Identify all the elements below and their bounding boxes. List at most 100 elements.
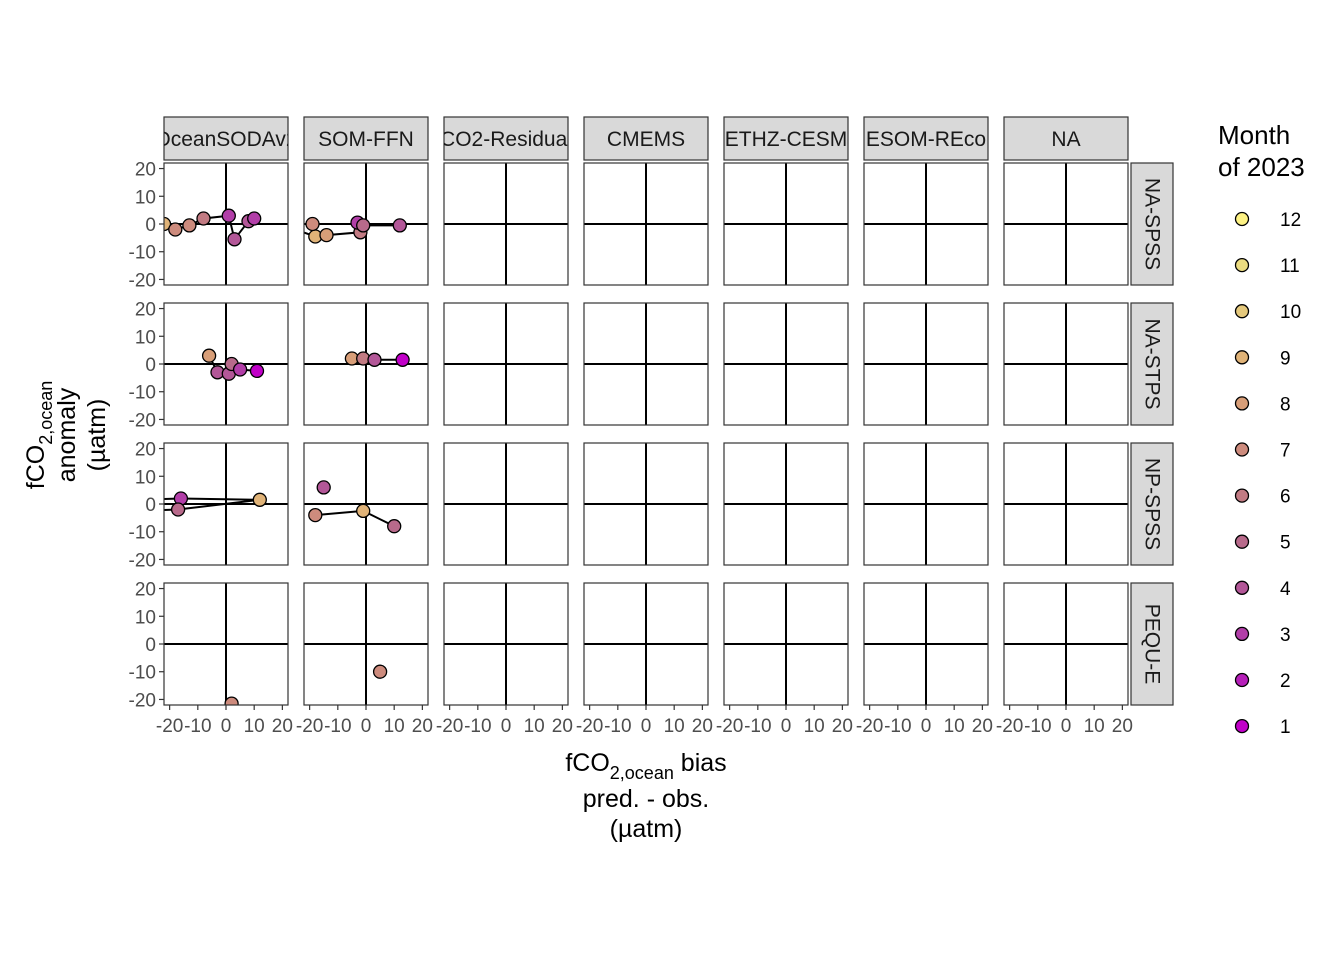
strip-background bbox=[163, 116, 289, 161]
y-tick-label: -10 bbox=[129, 383, 156, 404]
data-point-month-6 bbox=[196, 211, 211, 226]
panel-na-spss-esom-reco bbox=[863, 162, 989, 286]
panel-np-spss-oceansodav2 bbox=[163, 442, 289, 566]
column-strip-label: OceanSODAv2 bbox=[154, 128, 297, 151]
y-tick-label: 20 bbox=[135, 580, 156, 601]
legend-item-month-7: 7 bbox=[1234, 441, 1291, 462]
x-tick-label: 10 bbox=[944, 716, 965, 737]
column-strip-label: SOM-FFN bbox=[318, 128, 414, 151]
panel-na-stps-na bbox=[1003, 302, 1129, 426]
panel-plot-area bbox=[584, 303, 708, 425]
panel-na-stps-co2-residual bbox=[443, 302, 569, 426]
strip-background bbox=[1130, 442, 1174, 566]
panel-pequ-e-som-ffn bbox=[303, 582, 429, 706]
legend-item-month-8: 8 bbox=[1234, 394, 1291, 415]
x-tick-label: -20 bbox=[296, 716, 323, 737]
x-tick-label: -20 bbox=[856, 716, 883, 737]
y-tick-label: 10 bbox=[135, 467, 156, 488]
x-tick-label: -10 bbox=[464, 716, 491, 737]
panel-plot-area bbox=[724, 163, 848, 285]
row-strip-label: NA-STPS bbox=[1141, 318, 1164, 409]
x-tick-label: -10 bbox=[184, 716, 211, 737]
row-strip-na-stps: NA-STPS bbox=[1130, 302, 1174, 426]
x-tick-label: -20 bbox=[436, 716, 463, 737]
x-axis-title: fCO2,ocean bias bbox=[565, 749, 726, 783]
legend-label: 12 bbox=[1280, 210, 1301, 231]
legend-item-month-6: 6 bbox=[1234, 487, 1291, 508]
panel-border bbox=[723, 302, 849, 426]
x-tick-label: -20 bbox=[156, 716, 183, 737]
panel-na-spss-co2-residual bbox=[443, 162, 569, 286]
panel-border bbox=[723, 442, 849, 566]
data-point-month-7 bbox=[305, 216, 320, 232]
panel-border bbox=[863, 162, 989, 286]
legend-label: 10 bbox=[1280, 302, 1301, 323]
panel-na-spss-oceansodav2 bbox=[163, 162, 289, 286]
legend-key bbox=[1234, 257, 1250, 273]
legend-key bbox=[1234, 718, 1250, 734]
panel-border bbox=[443, 442, 569, 566]
legend-key bbox=[1234, 580, 1250, 595]
data-point-month-7 bbox=[372, 664, 388, 679]
panel-border bbox=[443, 162, 569, 286]
x-tick-label: -10 bbox=[744, 716, 771, 737]
x-tick-label: 20 bbox=[272, 716, 293, 737]
panel-border bbox=[1003, 442, 1129, 566]
x-tick-label: 0 bbox=[221, 716, 232, 737]
legend-label: 11 bbox=[1280, 256, 1300, 277]
panel-na-stps-ethz-cesm bbox=[723, 302, 849, 426]
panel-plot-area bbox=[1004, 303, 1128, 425]
panel-border bbox=[583, 302, 709, 426]
column-strip-label: CO2-Residual bbox=[440, 128, 572, 151]
data-point-month-4 bbox=[227, 232, 242, 247]
strip-background bbox=[303, 116, 429, 161]
row-strip-pequ-e: PEQU-E bbox=[1130, 582, 1174, 706]
y-tick-label: -10 bbox=[129, 523, 156, 544]
column-strip-label: ETHZ-CESM bbox=[725, 128, 848, 151]
x-tick-label: 0 bbox=[501, 716, 512, 737]
y-axis-title-line3: (µatm) bbox=[83, 399, 111, 472]
legend-key bbox=[1234, 626, 1250, 642]
panel-na-spss-som-ffn bbox=[303, 162, 429, 286]
x-axis-title-main: fCO bbox=[565, 749, 609, 777]
legend-key bbox=[1234, 396, 1250, 411]
y-tick-label: 20 bbox=[135, 300, 156, 321]
panel-border bbox=[583, 162, 709, 286]
legend-item-month-3: 3 bbox=[1234, 625, 1291, 646]
y-tick-label: -20 bbox=[129, 550, 156, 571]
x-tick-label: -10 bbox=[604, 716, 631, 737]
panel-plot-area bbox=[864, 583, 988, 705]
column-strip-esom-reco: ESOM-REco bbox=[863, 116, 989, 161]
column-strip-oceansodav2: OceanSODAv2 bbox=[154, 116, 297, 161]
x-tick-label: -20 bbox=[716, 716, 743, 737]
x-tick-label: -20 bbox=[996, 716, 1023, 737]
panel-border bbox=[863, 442, 989, 566]
x-axis-title-line2: pred. - obs. bbox=[583, 785, 709, 813]
column-strip-ethz-cesm: ETHZ-CESM bbox=[723, 116, 849, 161]
panel-border bbox=[303, 442, 429, 566]
panel-np-spss-som-ffn bbox=[303, 442, 429, 566]
y-tick-label: 0 bbox=[145, 635, 156, 656]
panel-pequ-e-cmems bbox=[583, 582, 709, 706]
panel-border bbox=[303, 162, 429, 286]
y-tick-label: 0 bbox=[145, 355, 156, 376]
data-point-month-5 bbox=[387, 519, 402, 534]
y-tick-label: 0 bbox=[145, 495, 156, 516]
row-strip-label: PEQU-E bbox=[1141, 604, 1164, 685]
panel-plot-area bbox=[444, 583, 568, 705]
x-axis-title-suffix: bias bbox=[674, 749, 727, 777]
legend-title-line1: Month bbox=[1218, 120, 1290, 150]
x-tick-label: 20 bbox=[1112, 716, 1133, 737]
y-axis-title-line2: anomaly bbox=[53, 387, 81, 482]
y-axis-title: fCO2,ocean anomaly (µatm) bbox=[22, 381, 111, 490]
legend-key bbox=[1234, 211, 1250, 227]
strip-background bbox=[1130, 162, 1174, 286]
x-tick-label: 20 bbox=[972, 716, 993, 737]
legend-label: 1 bbox=[1280, 717, 1291, 738]
strip-background bbox=[1130, 302, 1174, 426]
legend-item-month-2: 2 bbox=[1234, 671, 1291, 692]
row-strip-na-spss: NA-SPSS bbox=[1130, 162, 1174, 286]
column-strip-na: NA bbox=[1003, 116, 1129, 161]
column-strip-cmems: CMEMS bbox=[583, 116, 709, 161]
column-strip-co2-residual: CO2-Residual bbox=[440, 116, 572, 161]
